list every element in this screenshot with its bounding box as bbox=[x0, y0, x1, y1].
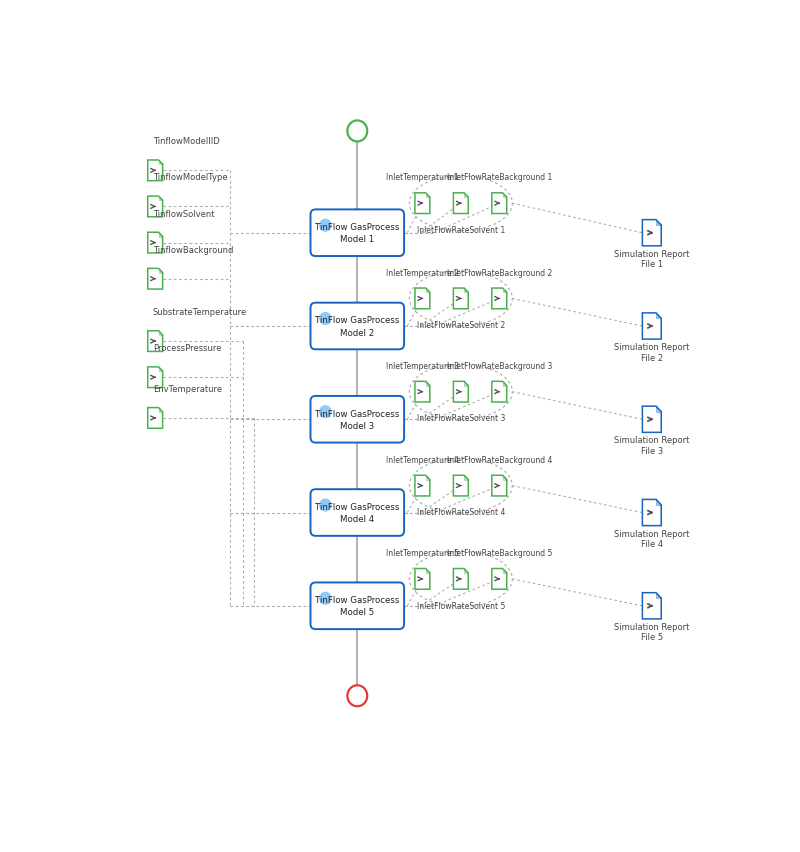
Polygon shape bbox=[502, 289, 506, 293]
Polygon shape bbox=[415, 289, 430, 309]
Polygon shape bbox=[492, 382, 506, 402]
Polygon shape bbox=[426, 193, 430, 198]
Polygon shape bbox=[656, 221, 662, 226]
Text: TinFlow GasProcess
Model 2: TinFlow GasProcess Model 2 bbox=[315, 316, 399, 337]
Polygon shape bbox=[656, 314, 662, 319]
Text: InletFlowRateBackground 2: InletFlowRateBackground 2 bbox=[446, 268, 552, 278]
Circle shape bbox=[320, 220, 331, 232]
Polygon shape bbox=[656, 406, 662, 412]
Polygon shape bbox=[158, 233, 162, 238]
Text: TinflowModelIID: TinflowModelIID bbox=[153, 137, 219, 147]
Text: TinFlow GasProcess
Model 1: TinFlow GasProcess Model 1 bbox=[315, 223, 399, 244]
Polygon shape bbox=[426, 382, 430, 386]
Polygon shape bbox=[642, 500, 662, 526]
Text: SubstrateTemperature: SubstrateTemperature bbox=[153, 308, 247, 317]
Text: InletFlowRateSolvent 5: InletFlowRateSolvent 5 bbox=[417, 601, 505, 610]
Polygon shape bbox=[148, 331, 162, 352]
Polygon shape bbox=[426, 289, 430, 293]
Text: Simulation Report
File 4: Simulation Report File 4 bbox=[614, 529, 690, 549]
Polygon shape bbox=[492, 193, 506, 214]
Text: InletFlowRateBackground 1: InletFlowRateBackground 1 bbox=[446, 173, 552, 182]
Text: InletTemperature 2: InletTemperature 2 bbox=[386, 268, 459, 278]
Polygon shape bbox=[492, 569, 506, 590]
Polygon shape bbox=[464, 569, 468, 573]
Text: EnvTemperature: EnvTemperature bbox=[153, 384, 222, 394]
Polygon shape bbox=[148, 408, 162, 429]
Polygon shape bbox=[415, 193, 430, 214]
Polygon shape bbox=[158, 161, 162, 165]
Text: TinflowModelType: TinflowModelType bbox=[153, 173, 227, 182]
Text: InletTemperature 1: InletTemperature 1 bbox=[386, 173, 459, 182]
FancyBboxPatch shape bbox=[310, 303, 404, 350]
Polygon shape bbox=[464, 475, 468, 480]
Text: TinFlow GasProcess
Model 5: TinFlow GasProcess Model 5 bbox=[315, 596, 399, 617]
Text: TinFlow GasProcess
Model 4: TinFlow GasProcess Model 4 bbox=[315, 503, 399, 523]
Polygon shape bbox=[426, 475, 430, 480]
Text: InletFlowRateSolvent 3: InletFlowRateSolvent 3 bbox=[417, 414, 505, 423]
Text: Simulation Report
File 5: Simulation Report File 5 bbox=[614, 622, 690, 642]
Polygon shape bbox=[158, 408, 162, 412]
Text: InletFlowRateBackground 4: InletFlowRateBackground 4 bbox=[446, 455, 552, 464]
Polygon shape bbox=[454, 289, 468, 309]
Text: InletFlowRateBackground 5: InletFlowRateBackground 5 bbox=[446, 549, 552, 557]
Polygon shape bbox=[502, 382, 506, 386]
Text: TinFlow GasProcess
Model 3: TinFlow GasProcess Model 3 bbox=[315, 409, 399, 430]
Text: TinflowBackground: TinflowBackground bbox=[153, 245, 233, 255]
Text: InletFlowRateSolvent 4: InletFlowRateSolvent 4 bbox=[417, 508, 505, 516]
Text: InletTemperature 4: InletTemperature 4 bbox=[386, 455, 459, 464]
Polygon shape bbox=[492, 289, 506, 309]
FancyBboxPatch shape bbox=[310, 490, 404, 536]
FancyBboxPatch shape bbox=[310, 583, 404, 630]
Circle shape bbox=[320, 593, 331, 604]
Polygon shape bbox=[502, 569, 506, 573]
Polygon shape bbox=[148, 269, 162, 290]
Polygon shape bbox=[642, 593, 662, 619]
Polygon shape bbox=[464, 382, 468, 386]
Polygon shape bbox=[158, 331, 162, 336]
Polygon shape bbox=[148, 197, 162, 217]
Text: InletTemperature 5: InletTemperature 5 bbox=[386, 549, 459, 557]
Polygon shape bbox=[464, 289, 468, 293]
Polygon shape bbox=[656, 500, 662, 505]
Circle shape bbox=[320, 314, 331, 325]
Text: ProcessPressure: ProcessPressure bbox=[153, 344, 221, 353]
Polygon shape bbox=[415, 569, 430, 590]
Polygon shape bbox=[148, 161, 162, 181]
Text: TinflowSolvent: TinflowSolvent bbox=[153, 210, 214, 218]
Text: Simulation Report
File 2: Simulation Report File 2 bbox=[614, 343, 690, 362]
Polygon shape bbox=[148, 233, 162, 254]
Polygon shape bbox=[454, 569, 468, 590]
Polygon shape bbox=[415, 475, 430, 497]
Polygon shape bbox=[158, 367, 162, 371]
Text: InletTemperature 3: InletTemperature 3 bbox=[386, 361, 459, 371]
Text: InletFlowRateBackground 3: InletFlowRateBackground 3 bbox=[446, 361, 552, 371]
Polygon shape bbox=[642, 314, 662, 340]
Polygon shape bbox=[642, 406, 662, 433]
Polygon shape bbox=[502, 475, 506, 480]
FancyBboxPatch shape bbox=[310, 210, 404, 256]
Text: InletFlowRateSolvent 2: InletFlowRateSolvent 2 bbox=[417, 320, 505, 330]
Polygon shape bbox=[415, 382, 430, 402]
Polygon shape bbox=[148, 367, 162, 389]
Circle shape bbox=[320, 406, 331, 418]
Polygon shape bbox=[454, 382, 468, 402]
Polygon shape bbox=[454, 193, 468, 214]
Polygon shape bbox=[158, 269, 162, 273]
Circle shape bbox=[320, 499, 331, 511]
Polygon shape bbox=[426, 569, 430, 573]
Polygon shape bbox=[502, 193, 506, 198]
Text: Simulation Report
File 1: Simulation Report File 1 bbox=[614, 250, 690, 269]
Text: InletFlowRateSolvent 1: InletFlowRateSolvent 1 bbox=[417, 226, 505, 234]
Polygon shape bbox=[656, 593, 662, 598]
Text: Simulation Report
File 3: Simulation Report File 3 bbox=[614, 436, 690, 455]
FancyBboxPatch shape bbox=[310, 396, 404, 443]
Polygon shape bbox=[492, 475, 506, 497]
Polygon shape bbox=[158, 197, 162, 201]
Polygon shape bbox=[454, 475, 468, 497]
Polygon shape bbox=[642, 221, 662, 246]
Polygon shape bbox=[464, 193, 468, 198]
